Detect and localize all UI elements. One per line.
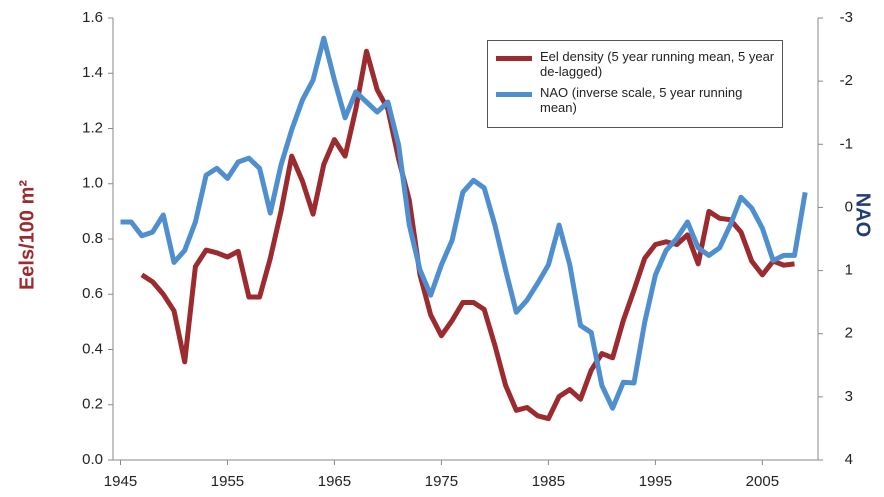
x-tick-label: 1965 (318, 473, 351, 490)
y-tick-label: 1.4 (82, 64, 103, 81)
y-tick-label: 0.6 (82, 285, 103, 302)
y2-tick-label: -1 (840, 135, 853, 152)
y-tick-label: 0.2 (82, 396, 103, 413)
y-tick-label: 1.2 (82, 119, 103, 136)
legend-item: NAO (inverse scale, 5 year running mean) (494, 85, 776, 115)
x-tick-label: 1975 (425, 473, 458, 490)
y2-tick-label: 4 (845, 451, 853, 468)
legend-label: NAO (inverse scale, 5 year running mean) (540, 85, 743, 115)
legend-label: Eel density (5 year running mean, 5 year… (540, 49, 775, 79)
y2-tick-label: -3 (840, 9, 853, 26)
legend-swatch (496, 56, 532, 61)
y2-tick-label: 2 (845, 325, 853, 342)
y-tick-label: 1.6 (82, 9, 103, 26)
x-tick-label: 1945 (104, 473, 137, 490)
x-tick-label: 1985 (532, 473, 565, 490)
y-axis-label: Eels/100 m² (16, 180, 38, 290)
legend-item: Eel density (5 year running mean, 5 year… (494, 49, 776, 79)
y-tick-label: 1.0 (82, 175, 103, 192)
series-line (120, 35, 808, 411)
y-tick-label: 0.8 (82, 230, 103, 247)
x-tick-label: 1995 (639, 473, 672, 490)
y-tick-label: 0.4 (82, 340, 103, 357)
series-line (140, 48, 795, 422)
legend-swatch (496, 92, 532, 97)
y-tick-label: 0.0 (82, 451, 103, 468)
x-tick-label: 2005 (746, 473, 779, 490)
y2-axis-label: NAO (852, 193, 874, 237)
y2-tick-label: 0 (845, 198, 853, 215)
x-tick-label: 1955 (211, 473, 244, 490)
y2-tick-label: 3 (845, 388, 853, 405)
legend: Eel density (5 year running mean, 5 year… (487, 40, 783, 128)
y2-tick-label: 1 (845, 262, 853, 279)
y2-tick-label: -2 (840, 72, 853, 89)
